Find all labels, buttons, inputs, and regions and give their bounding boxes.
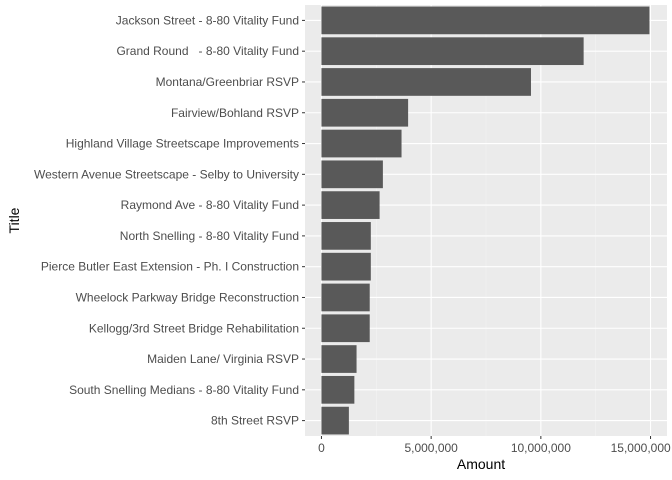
y-tick-label: Montana/Greenbriar RSVP <box>156 75 299 89</box>
y-tick-label: Pierce Butler East Extension - Ph. I Con… <box>41 260 299 274</box>
bar <box>321 129 402 158</box>
x-axis-title: Amount <box>457 456 505 472</box>
x-tick-label: 0 <box>318 441 325 455</box>
bar <box>321 345 357 373</box>
bar <box>321 98 409 127</box>
y-tick-label: Highland Village Streetscape Improvement… <box>66 137 299 151</box>
y-tick-label: North Snelling - 8-80 Vitality Fund <box>120 229 299 243</box>
y-tick-label: Maiden Lane/ Virginia RSVP <box>147 352 299 366</box>
bar <box>321 406 349 435</box>
bar <box>321 6 650 35</box>
bars <box>321 6 650 435</box>
bar <box>321 160 383 189</box>
y-tick-label: Wheelock Parkway Bridge Reconstruction <box>76 290 299 304</box>
x-tick-label: 10,000,000 <box>511 441 571 455</box>
x-axis-ticks: 0 5,000,000 10,000,000 15,000,000 <box>318 436 671 455</box>
y-tick-label: Jackson Street - 8-80 Vitality Fund <box>116 13 299 27</box>
bar <box>321 191 380 219</box>
x-tick-label: 15,000,000 <box>611 441 671 455</box>
bar <box>321 252 371 281</box>
y-tick-label: 8th Street RSVP <box>211 414 299 428</box>
y-axis-ticks: Jackson Street - 8-80 Vitality Fund Grand… <box>34 13 305 428</box>
y-tick-label: Grand Round - 8-80 Vitality Fund <box>116 44 299 58</box>
bar <box>321 222 371 250</box>
y-tick-label: Kellogg/3rd Street Bridge Rehabilitation <box>89 321 299 335</box>
y-tick-label: South Snelling Medians - 8-80 Vitality F… <box>69 383 299 397</box>
bar <box>321 375 355 404</box>
bar <box>321 314 370 343</box>
x-tick-label: 5,000,000 <box>404 441 458 455</box>
y-tick-label: Western Avenue Streetscape - Selby to Un… <box>34 167 299 181</box>
bar <box>321 37 584 66</box>
y-axis-title: Title <box>6 207 22 233</box>
y-tick-label: Raymond Ave - 8-80 Vitality Fund <box>121 198 299 212</box>
y-tick-label: Fairview/Bohland RSVP <box>171 106 299 120</box>
bar <box>321 283 370 312</box>
bar <box>321 68 531 96</box>
